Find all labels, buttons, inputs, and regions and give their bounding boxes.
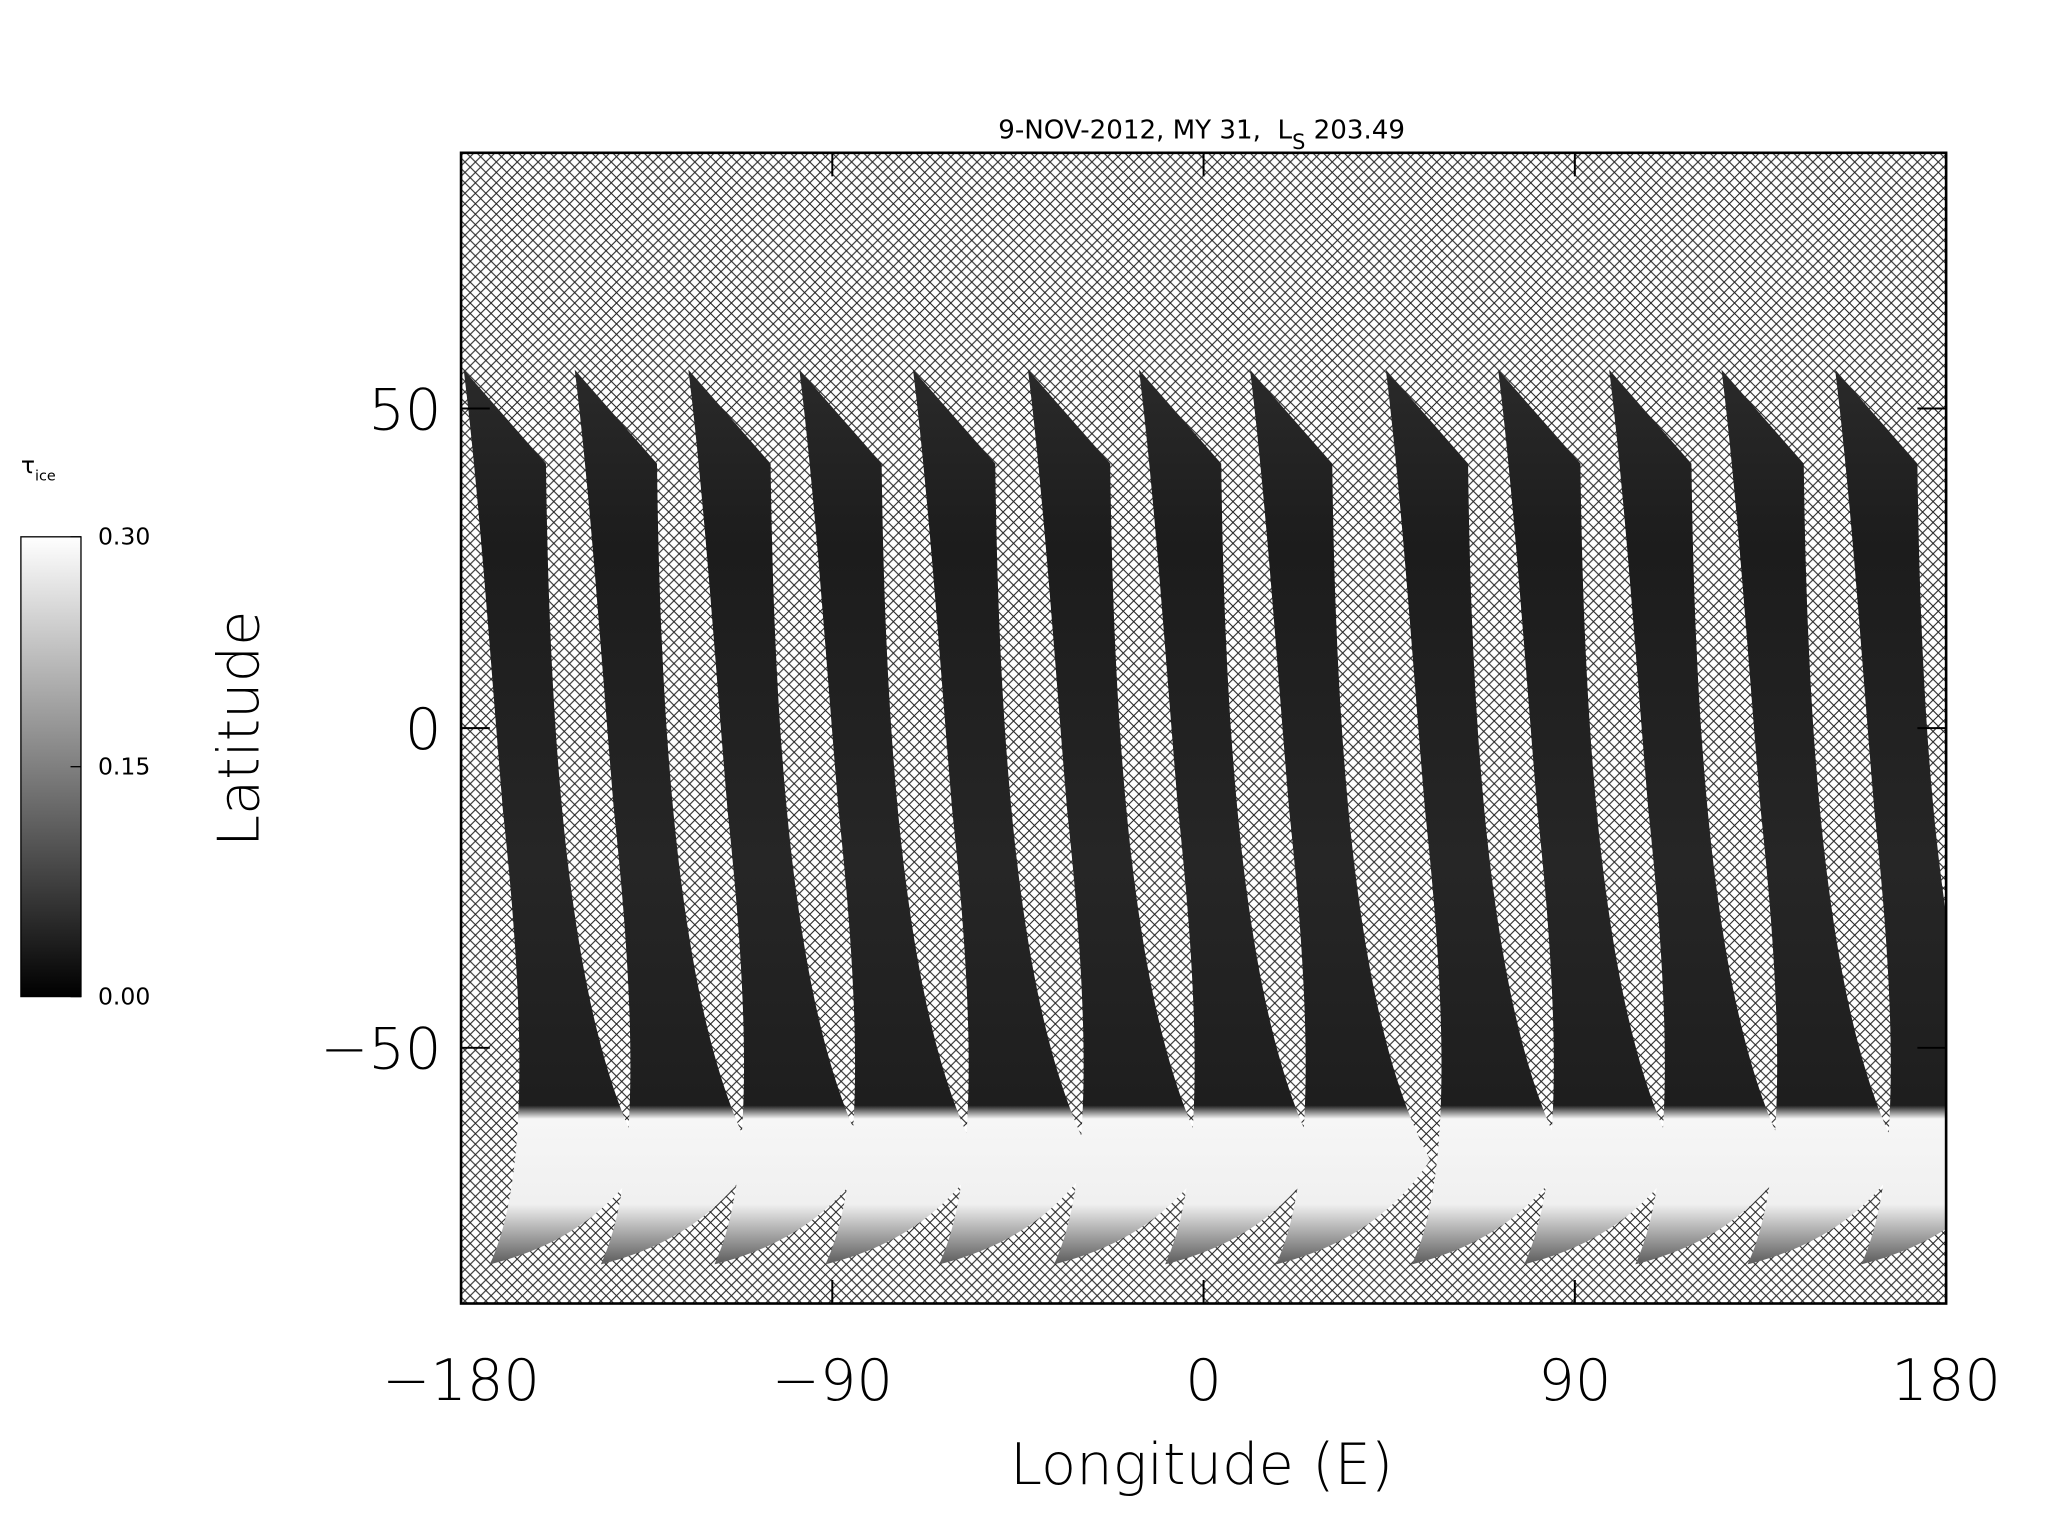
- colorbar-subscript: ice: [35, 469, 56, 485]
- x-tick-label: 0: [1185, 1347, 1222, 1414]
- title-value: 203.49: [1305, 115, 1405, 145]
- swath: [1138, 369, 1320, 1265]
- colorbar-label: τice: [21, 451, 56, 485]
- y-axis-label: Latitude: [206, 611, 273, 847]
- swath: [1498, 369, 1679, 1265]
- y-tick-label: 0: [405, 696, 442, 763]
- swath: [1835, 369, 1947, 1265]
- swath: [1027, 369, 1209, 1265]
- swath: [1946, 370, 2028, 1265]
- x-axis-label: Longitude (E): [1010, 1431, 1393, 1498]
- swaths: [463, 369, 2028, 1265]
- swath: [1385, 369, 1567, 1265]
- swath: [463, 369, 644, 1265]
- title-main: 9-NOV-2012, MY 31, L: [998, 115, 1292, 145]
- colorbar-tick-label: 0.00: [98, 982, 150, 1010]
- swath: [1249, 369, 1431, 1265]
- x-tick-label: 180: [1891, 1347, 2001, 1414]
- colorbar-tick-label: 0.30: [98, 523, 150, 551]
- swath: [1609, 369, 1790, 1265]
- y-tick-label: 50: [368, 376, 441, 443]
- chart-title: 9-NOV-2012, MY 31, LS 203.49: [998, 115, 1405, 153]
- y-tick-label: −50: [320, 1016, 441, 1083]
- swath: [688, 369, 869, 1265]
- title-subscript: S: [1292, 130, 1305, 154]
- swath: [1721, 369, 1902, 1265]
- x-tick-label: 90: [1538, 1347, 1611, 1414]
- colorbar-tick-label: 0.15: [98, 753, 150, 781]
- swath: [574, 369, 755, 1265]
- colorbar-symbol: τ: [21, 451, 35, 479]
- swath: [912, 369, 1094, 1265]
- x-tick-label: −90: [772, 1347, 893, 1414]
- swath: [799, 369, 980, 1265]
- x-tick-label: −180: [382, 1347, 540, 1414]
